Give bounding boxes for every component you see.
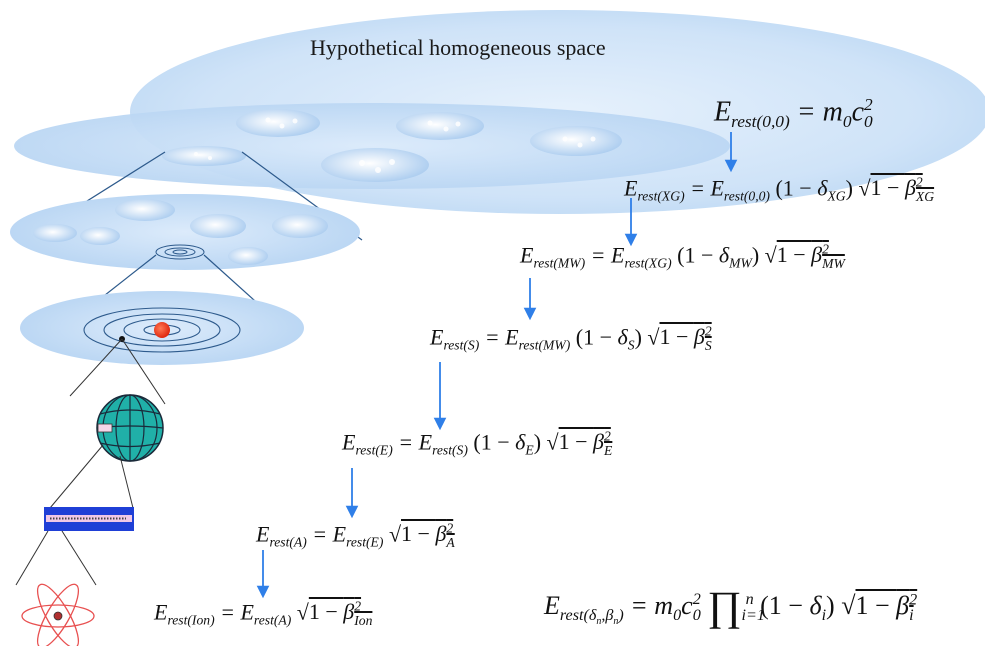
sun-icon [154, 322, 170, 338]
equation-rest-energy-origin: Erest(0,0) = m0c20 [714, 95, 873, 131]
milky-way-icon [155, 244, 205, 260]
projection-line [49, 444, 104, 509]
projection-line [61, 530, 97, 586]
earth-globe-icon [96, 394, 164, 462]
galaxy-cluster-blobs [162, 109, 622, 182]
projection-line [119, 455, 134, 509]
equation-rest-energy-e: Erest(E) = Erest(S) (1 − δE) √1 − β2E [342, 429, 613, 458]
equation-rest-energy-a: Erest(A) = Erest(E) √1 − β2A [256, 521, 455, 550]
galaxy-cluster-disk [14, 103, 730, 189]
local-group-blobs [33, 199, 328, 265]
equation-rest-energy-s: Erest(S) = Erest(MW) (1 − δS) √1 − β2S [430, 324, 712, 353]
diagram-title: Hypothetical homogeneous space [310, 35, 606, 60]
equation-rest-energy-mw: Erest(MW) = Erest(XG) (1 − δMW) √1 − β2M… [520, 242, 845, 271]
equation-rest-energy-xg: Erest(XG) = Erest(0,0) (1 − δXG) √1 − β2… [624, 175, 935, 204]
projection-line [121, 338, 166, 405]
atom-icon [21, 583, 95, 646]
atomic-layer-icon [44, 507, 134, 531]
equation-rest-energy-general: Erest(δn,βn) = m0c20 ∏i=1n (1 − δi) √1 −… [544, 583, 918, 629]
projection-line [69, 338, 123, 397]
projection-line [15, 530, 49, 586]
local-group-disk [10, 194, 360, 270]
equation-rest-energy-ion: Erest(Ion) = Erest(A) √1 − β2Ion [154, 599, 373, 628]
derivation-arrows [256, 132, 738, 599]
